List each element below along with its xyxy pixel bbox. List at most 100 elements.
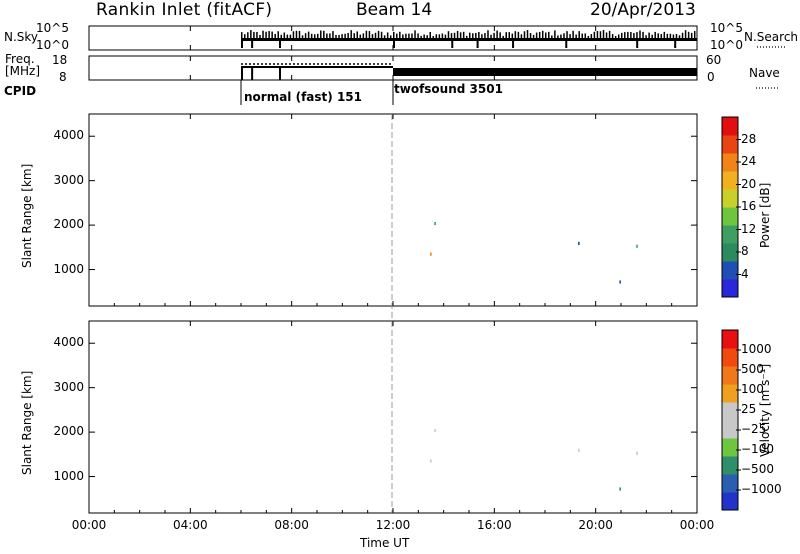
nsky-spike [657,33,659,38]
nsky-spike [265,31,267,38]
nsky-spike [456,30,459,38]
nsky-spike [386,32,389,38]
nsky-drop [451,38,454,48]
nsky-spike [523,31,526,38]
nsky-spike [624,32,626,38]
nsky-spike [453,32,456,38]
nsky-spike [268,31,270,38]
nsky-spike [241,32,243,38]
nsky-spike [602,30,605,38]
nsky-spike [359,34,362,38]
nsearch-label: N.Search [744,30,799,44]
nsky-spike [502,35,504,38]
nsky-spike [399,31,401,38]
nsky-spike [465,35,468,38]
nsearch-tick-high: 10^5 [710,21,743,35]
nsky-spike [560,34,562,38]
velocity-colorbar-segment [722,438,738,457]
velocity-cell [434,428,436,433]
nsky-spike [645,35,647,38]
nsky-spike [563,33,565,38]
velocity-colorbar-segment [722,402,738,421]
power-colorbar-segment [722,189,738,208]
power-cell [430,252,432,256]
nsky-spike [286,34,289,38]
nsky-spike [323,30,325,38]
nsky-drop [241,38,243,48]
nsky-spike [304,33,307,38]
xtick-label: 12:00 [375,518,411,532]
power-ytick-label: 3000 [53,172,84,187]
nsky-spike [429,31,431,38]
power-colorbar-segment [722,153,738,172]
nsky-spike [532,34,535,38]
nsky-spike [596,31,599,38]
velocity-colorbar-segment [722,492,738,511]
nsky-drop [393,38,395,48]
power-colorbar-segment [722,243,738,262]
velocity-colorbar-segment [722,348,738,367]
nsky-spike [605,32,608,38]
velocity-ylabel: Slant Range [km] [20,370,34,475]
nsky-spike [292,31,295,38]
nsky-spike [244,34,246,38]
velocity-colorbar-segment [722,366,738,385]
cpid-panel [240,80,394,105]
nsky-spike [307,31,310,38]
xtick-label: 00:00 [679,518,715,532]
power-panel [88,113,698,307]
nsky-spike [338,35,340,38]
nsky-spike [329,33,331,38]
nsky-spike [608,30,611,38]
nsky-spike [380,31,383,38]
nsky-spike [541,30,544,38]
power-cell [578,241,580,246]
power-colorbar-segment [722,171,738,190]
velocity-colorbar-tick-label: 25 [741,402,757,416]
power-colorbar-segment [722,135,738,154]
nsky-spike [690,32,693,38]
velocity-colorbar-segment [722,330,738,349]
nsky-spike [280,34,283,38]
nsky-spike [557,35,559,38]
nave-label: Nave [749,66,780,80]
power-colorbar-tick-label: 12 [741,221,757,236]
nsky-spike [250,30,252,38]
nave-tick-low: 0 [707,70,715,84]
velocity-cell [430,459,432,463]
nsky-spike [277,31,279,38]
power-colorbar-tick-label: 24 [741,154,757,168]
nsky-spike [566,31,568,38]
mode-label-twofsound: twofsound 3501 [394,82,503,96]
nsky-spike [675,34,678,38]
nsky-spike [551,35,553,38]
nsky-spike [313,34,316,38]
nsky-spike [274,33,276,38]
nsky-spike [377,30,380,38]
xtick-label: 16:00 [477,518,512,532]
power-cell [434,221,436,226]
nsky-spike [639,30,641,38]
power-ytick-label: 2000 [53,217,84,232]
nsky-spike [350,30,352,38]
nsky-spike [383,35,386,38]
nsky-drop [674,38,677,48]
nsky-spike [496,30,498,38]
velocity-colorbar-tick-label: −500 [741,462,774,476]
xtick-label: 00:00 [71,518,107,532]
power-colorbar-tick-label: 28 [741,131,757,146]
x-axis-label: Time UT [360,536,410,550]
nsky-spike [393,31,395,38]
nsky-spike [548,31,550,38]
nsky-spike [347,32,349,38]
freq-tick-low: 8 [59,70,67,84]
nsky-spike [420,35,422,38]
nsky-spike [320,30,322,38]
nsky-spike [475,32,477,38]
freq-trace-a [241,66,393,68]
nsky-spike [684,30,687,38]
velocity-colorbar-frame [721,329,739,511]
nsky-trace [241,38,697,41]
power-y-ticks [89,135,697,271]
nsky-spike [414,30,416,38]
